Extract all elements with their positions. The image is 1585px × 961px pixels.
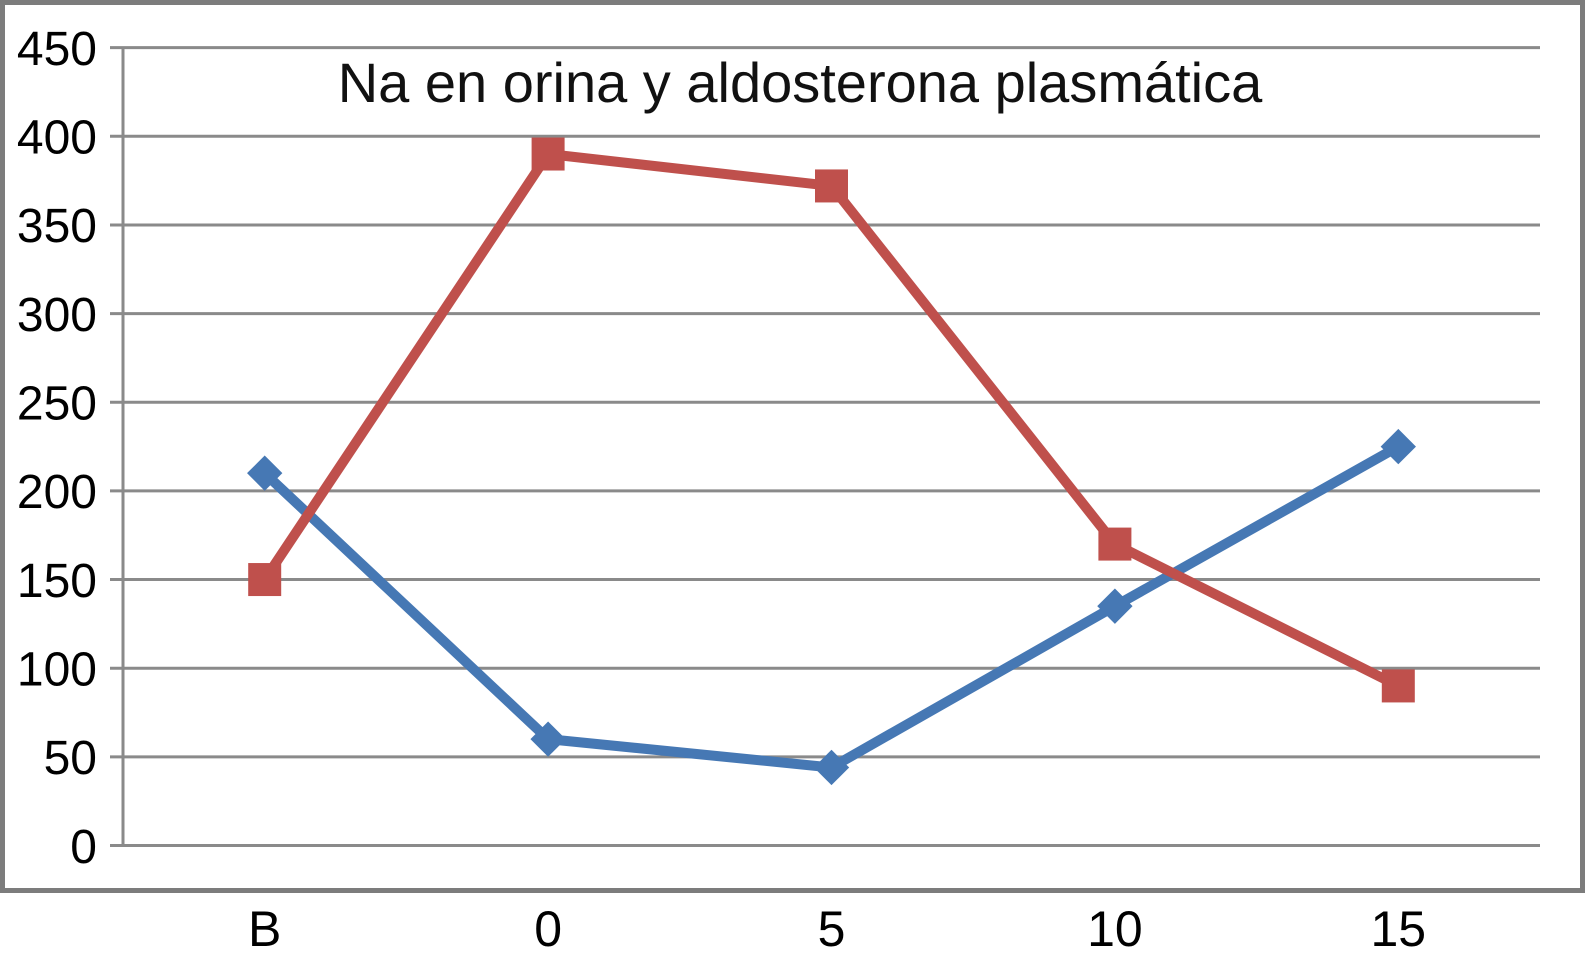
series-line: [259, 441, 1404, 773]
y-tick-label: 350: [17, 200, 97, 253]
data-point-marker: [1098, 527, 1132, 561]
y-tick-label: 0: [70, 821, 97, 874]
y-tick-label: 50: [44, 732, 97, 785]
data-point-marker: [247, 455, 283, 491]
data-point-marker: [815, 169, 848, 203]
x-tick-label: 10: [1087, 901, 1143, 957]
chart-title: Na en orina y aldosterona plasmática: [337, 51, 1263, 114]
y-tick-label: 150: [17, 555, 97, 608]
y-tick-label: 300: [17, 289, 97, 342]
chart-frame: [0, 0, 1585, 893]
data-point-marker: [1381, 669, 1415, 703]
data-point-marker: [530, 721, 566, 757]
y-tick-label: 400: [17, 112, 97, 165]
x-tick-label: 15: [1370, 901, 1426, 957]
y-tick-label: 200: [17, 466, 97, 519]
x-tick-label: B: [248, 901, 281, 957]
y-tick-label: 250: [17, 378, 97, 431]
y-tick-label: 450: [17, 23, 97, 76]
data-point-marker: [531, 137, 565, 171]
data-point-marker: [813, 749, 850, 786]
data-point-marker: [248, 563, 282, 597]
y-tick-label: 100: [17, 643, 97, 696]
x-tick-label: 0: [534, 901, 562, 957]
series-line: [259, 149, 1404, 691]
data-point-marker: [1097, 588, 1133, 624]
x-tick-label: 5: [818, 901, 846, 957]
